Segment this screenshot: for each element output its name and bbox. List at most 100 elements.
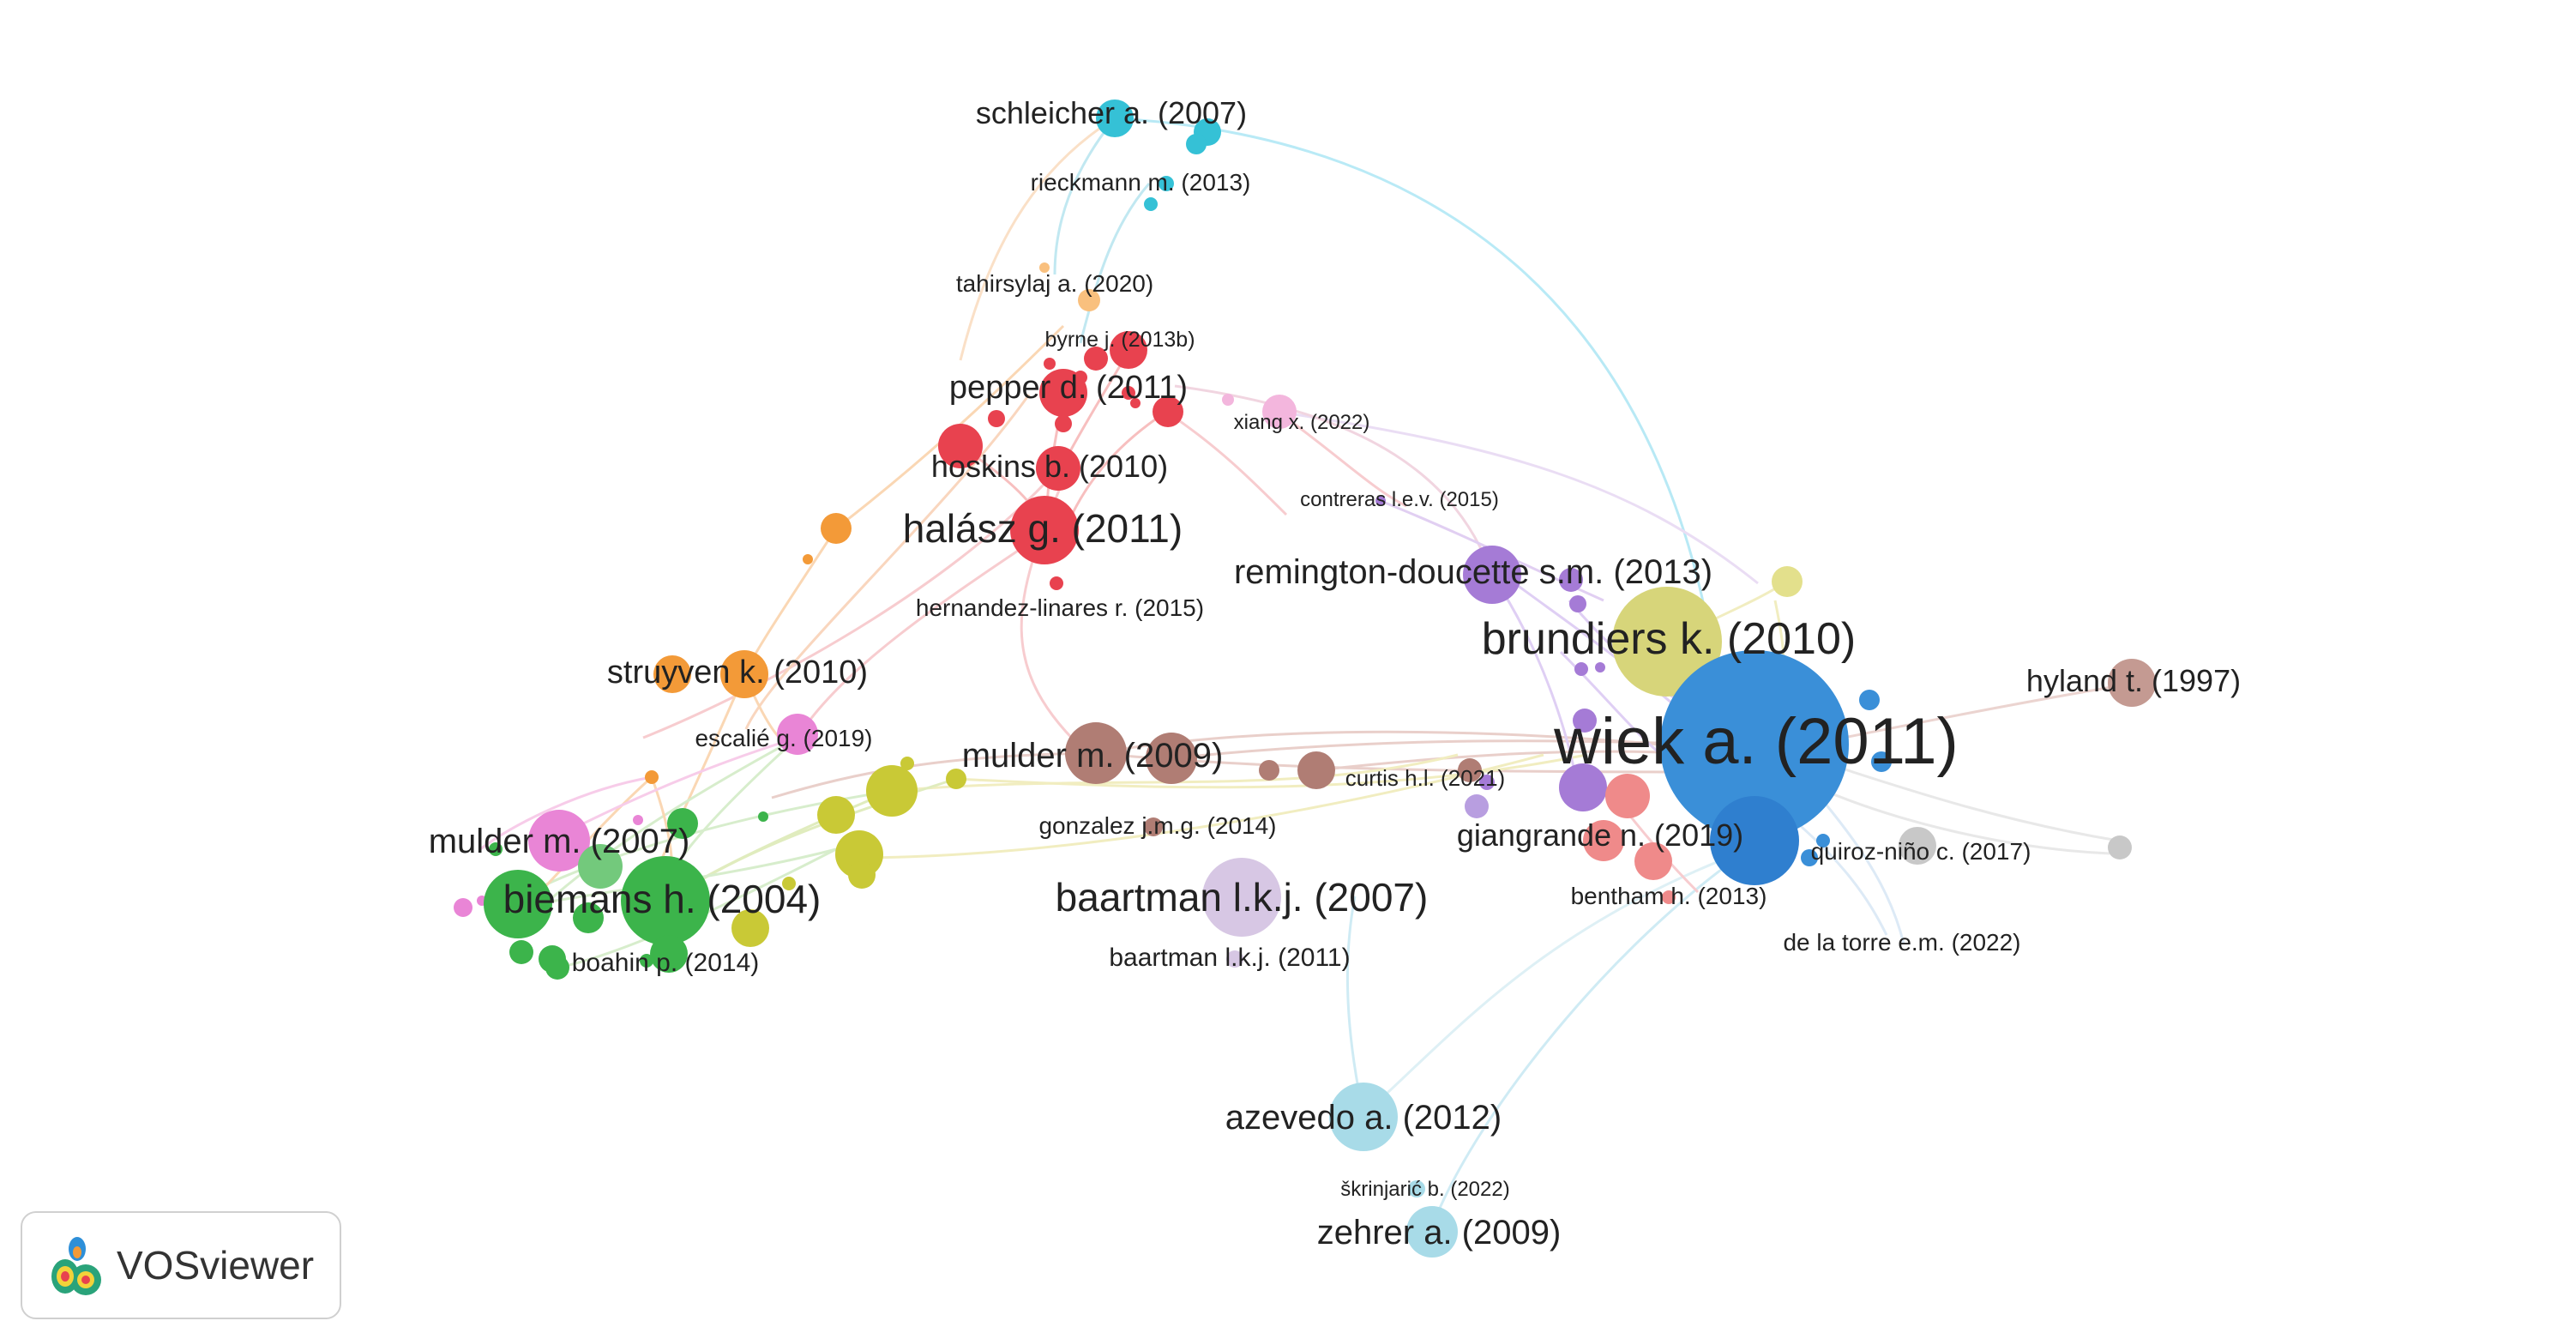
node-rieckmann[interactable] [1159,176,1174,191]
node-cyan-small[interactable] [1144,197,1158,211]
label-xiang: xiang x. (2022) [1234,411,1370,434]
node-orange[interactable] [821,513,852,544]
label-remington: remington-doucette s.m. (2013) [1234,553,1712,591]
vosviewer-logo-badge[interactable]: VOSviewer [21,1211,341,1319]
node-xiang[interactable] [1262,395,1297,429]
node-purple-small[interactable] [1573,709,1597,733]
node-blue[interactable] [1710,796,1799,885]
node-baartman2011[interactable] [1226,950,1243,968]
node-mulder2007[interactable] [528,810,590,872]
node-purple-small[interactable] [1595,662,1605,673]
node-yellow[interactable] [866,765,918,817]
node-yellow-small[interactable] [848,861,876,889]
label-gonzalez: gonzalez j.m.g. (2014) [1038,812,1276,839]
node-schleicher[interactable] [1096,100,1134,137]
node-brundiers[interactable] [1612,587,1722,697]
node-struyven[interactable] [720,650,768,698]
node-green-small[interactable] [758,811,768,822]
node-yellow[interactable] [731,909,769,947]
node-brown[interactable] [1146,733,1197,784]
node-orange-small[interactable] [653,655,691,693]
node-mulder2009[interactable] [1065,722,1127,784]
node-blue-small[interactable] [1801,849,1818,866]
node-green-small[interactable] [667,808,698,839]
node-red-small[interactable] [1044,358,1056,370]
node-red-small[interactable] [988,410,1005,427]
label-bentham: bentham h. (2013) [1571,883,1767,909]
node-biemans[interactable] [621,856,710,945]
node-halasz[interactable] [1010,496,1079,564]
label-wiek: wiek a. (2011) [1553,705,1959,778]
node-yellow-small[interactable] [782,877,796,890]
network-labels: schleicher a. (2007) rieckmann m. (2013)… [429,95,2241,1252]
network-nodes[interactable] [454,100,2156,1258]
node-orange-small[interactable] [1039,262,1050,273]
label-contreras: contreras l.e.v. (2015) [1300,488,1499,511]
node-brown-small[interactable] [1259,760,1279,781]
node-purple-small[interactable] [1479,775,1495,790]
node-pepper[interactable] [1039,369,1087,417]
node-yellow-small[interactable] [946,769,966,789]
node-skrinjaric[interactable] [1408,1180,1425,1197]
node-red-small[interactable] [1050,576,1063,590]
label-quiroz: quiroz-niño c. (2017) [1811,838,2031,865]
node-yellow-small[interactable] [900,757,914,770]
label-rieckmann: rieckmann m. (2013) [1031,169,1251,196]
node-purple-small[interactable] [1569,595,1586,612]
node-red-small[interactable] [938,424,983,468]
node-hyland[interactable] [2108,659,2156,707]
node-tahirsylaj[interactable] [1078,289,1100,311]
node-purple-small[interactable] [1465,794,1489,818]
node-brown[interactable] [1297,751,1335,789]
node-red-small[interactable] [1084,347,1108,371]
node-salmon[interactable] [1605,774,1650,818]
node-gray[interactable] [2108,835,2132,860]
node-red-small[interactable] [1055,415,1072,432]
node-yellow[interactable] [817,796,855,834]
node-quiroz[interactable] [1899,827,1936,865]
node-purple[interactable] [1559,763,1607,811]
label-baartman2007: baartman l.k.j. (2007) [1056,875,1429,920]
node-blue-small[interactable] [1816,834,1830,847]
node-salmon[interactable] [1634,842,1672,880]
node-azevedo[interactable] [1329,1083,1398,1151]
node-pink-small[interactable] [633,815,643,825]
node-red-small[interactable] [1153,396,1183,427]
node-green-small[interactable] [640,954,653,968]
node-brown-small[interactable] [1458,758,1482,782]
node-contreras[interactable] [1375,496,1386,506]
node-byrne[interactable] [1110,331,1147,369]
label-hyland: hyland t. (1997) [2026,663,2241,698]
node-escalie[interactable] [777,714,818,755]
node-pink-small[interactable] [1222,394,1234,406]
node-pink-small[interactable] [454,898,472,917]
node-red-small[interactable] [1122,386,1135,400]
node-giangrande[interactable] [1583,820,1624,861]
node-green[interactable] [484,870,552,938]
node-purple-small[interactable] [1574,662,1588,676]
node-hoskins[interactable] [1036,446,1080,491]
node-purple-small[interactable] [1559,568,1583,592]
node-bentham[interactable] [1662,890,1676,904]
node-blue-small[interactable] [1871,751,1892,772]
node-remington[interactable] [1463,546,1521,604]
node-blue-small[interactable] [1859,690,1880,710]
node-zehrer[interactable] [1406,1206,1458,1258]
node-gonzalez[interactable] [1144,817,1163,836]
node-boahin[interactable] [545,956,569,980]
node-orange-small[interactable] [645,770,659,784]
node-orange-small[interactable] [803,554,813,564]
node-green-small[interactable] [509,940,533,964]
node-cyan-small[interactable] [1186,134,1207,154]
node-green-small[interactable] [489,842,503,856]
node-red-small[interactable] [1130,398,1141,408]
node-wiek[interactable] [1660,650,1849,839]
node-baartman2007[interactable] [1202,858,1281,937]
label-mulder2009: mulder m. (2009) [962,737,1224,775]
node-green-small[interactable] [573,902,604,933]
node-green-small[interactable] [650,935,688,973]
node-yellow-small[interactable] [1772,566,1803,597]
node-green[interactable] [578,844,623,889]
label-tahirsylaj: tahirsylaj a. (2020) [956,270,1153,297]
